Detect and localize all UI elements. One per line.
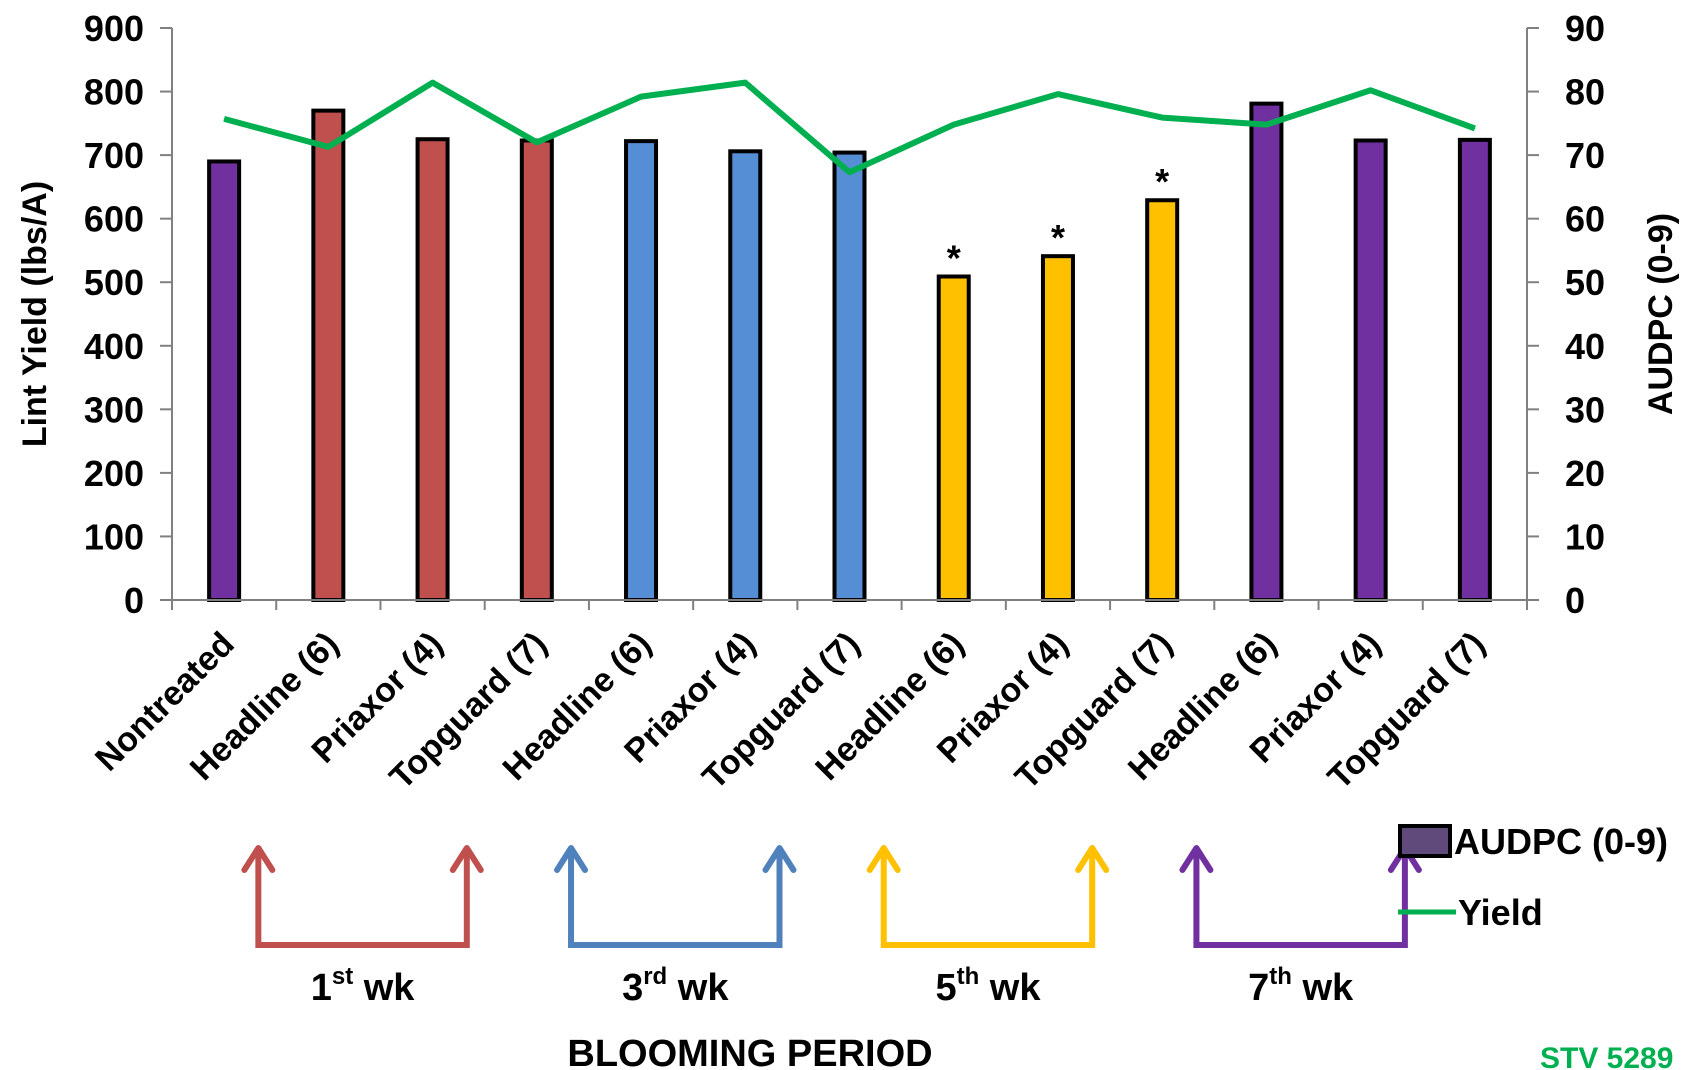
bar	[624, 139, 659, 603]
yield-point	[744, 82, 746, 84]
y-right-tick-label: 10	[1565, 516, 1605, 557]
bar	[311, 108, 346, 602]
week-label: 7th wk	[1248, 963, 1354, 1009]
y-right-tick-label: 50	[1565, 262, 1605, 303]
y-axis-right-title: AUDPC (0-9)	[1642, 213, 1680, 415]
bar	[415, 137, 450, 602]
y-right-tick-label: 30	[1565, 389, 1605, 430]
significance-marker: *	[947, 238, 961, 279]
x-axis-title: BLOOMING PERIOD	[567, 1033, 932, 1070]
y-right-tick-label: 40	[1565, 326, 1605, 367]
yield-point	[640, 96, 642, 98]
arrow-head	[449, 845, 484, 873]
yield-point	[536, 141, 538, 143]
bar	[1457, 137, 1492, 602]
yield-line-layer	[223, 79, 1476, 176]
arrow-head	[1179, 845, 1214, 873]
week-group: 5th wk	[866, 845, 1110, 1009]
arrow-head	[866, 845, 901, 873]
y-right-tick-label: 60	[1565, 199, 1605, 240]
y-right-tick-label: 70	[1565, 135, 1605, 176]
arrow-head	[554, 845, 589, 873]
yield-point	[953, 124, 955, 126]
y-right-tick-label: 20	[1565, 453, 1605, 494]
yield-point	[1474, 127, 1476, 129]
y-left-tick-label: 900	[84, 8, 144, 49]
legend: AUDPC (0-9) Yield	[1398, 821, 1668, 933]
bar	[832, 150, 867, 603]
week-bracket	[880, 852, 1096, 948]
legend-bar-swatch	[1398, 824, 1452, 858]
bar	[728, 149, 763, 602]
week-group: 1st wk	[241, 845, 484, 1009]
bar	[936, 274, 971, 602]
bar	[519, 138, 554, 602]
y-left-tick-label: 400	[84, 326, 144, 367]
bar	[1249, 101, 1284, 603]
y-left-tick-label: 500	[84, 262, 144, 303]
week-bracket	[1193, 852, 1408, 948]
week-bracket	[255, 852, 470, 948]
yield-point	[432, 82, 434, 84]
y-left-tick-label: 700	[84, 135, 144, 176]
yield-point	[223, 118, 225, 120]
week-bracket	[568, 852, 783, 948]
legend-line-label: Yield	[1458, 892, 1543, 933]
arrow-head	[762, 845, 797, 873]
bar	[1353, 138, 1388, 602]
bar	[1040, 254, 1075, 602]
week-group: 7th wk	[1179, 845, 1422, 1009]
y-left-tick-label: 800	[84, 72, 144, 113]
week-label: 3rd wk	[622, 963, 729, 1009]
week-label: 1st wk	[311, 963, 416, 1009]
axes-layer	[171, 28, 1528, 601]
y-left-tick-label: 0	[124, 580, 144, 621]
week-group: 3rd wk	[554, 845, 797, 1009]
arrow-head	[1075, 845, 1110, 873]
yield-point	[1265, 124, 1267, 126]
legend-bar-label: AUDPC (0-9)	[1454, 821, 1668, 862]
week-label: 5th wk	[935, 963, 1041, 1009]
y-right-tick-label: 0	[1565, 580, 1585, 621]
y-left-tick-label: 100	[84, 516, 144, 557]
y-left-tick-label: 200	[84, 453, 144, 494]
blooming-week-groups: 1st wk 3rd wk 5th wk 7th wk	[241, 845, 1422, 1009]
bar-layer: * * *	[207, 101, 1492, 603]
arrow-head	[241, 845, 276, 873]
yield-point	[1161, 117, 1163, 119]
y-left-tick-label: 300	[84, 389, 144, 430]
yield-point	[1370, 89, 1372, 91]
corner-note: STV 5289	[1540, 1042, 1673, 1070]
tick-layer: 0 100 200 300 400 500 600 700 800 900 0 10 20 30 40 50 6…	[84, 8, 1605, 621]
y-left-tick-label: 600	[84, 199, 144, 240]
yield-point	[849, 171, 850, 173]
bar	[1145, 198, 1180, 602]
y-right-tick-label: 80	[1565, 72, 1605, 113]
y-right-tick-label: 90	[1565, 8, 1605, 49]
yield-point	[327, 146, 329, 148]
y-axis-left-title: Lint Yield (lbs/A)	[16, 181, 54, 447]
significance-marker: *	[1051, 217, 1065, 258]
yield-point	[1057, 93, 1059, 95]
bar	[207, 159, 242, 602]
significance-marker: *	[1155, 161, 1169, 202]
